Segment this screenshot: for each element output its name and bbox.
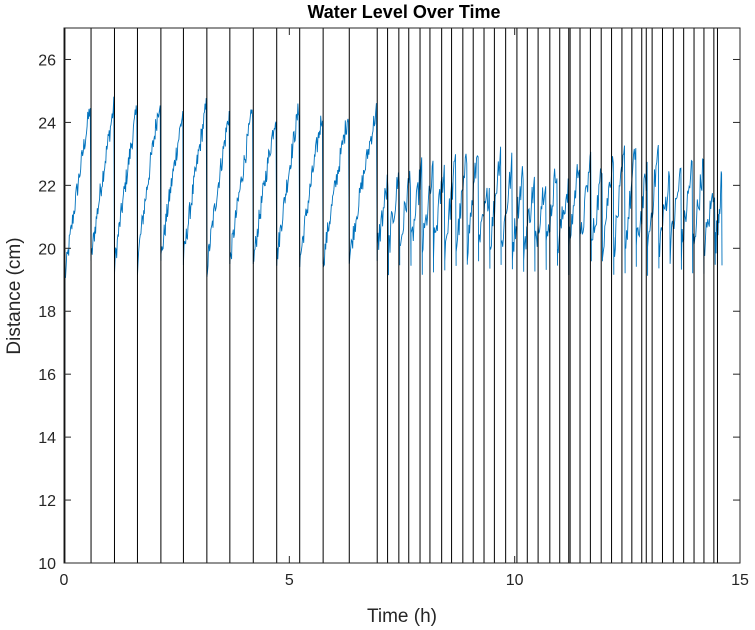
y-tick-label: 20 [38, 241, 56, 258]
x-tick-label: 5 [285, 572, 294, 589]
y-tick-label: 12 [38, 493, 56, 510]
y-tick-label: 24 [38, 115, 56, 132]
y-axis: 10 12 14 16 18 20 22 24 26 [38, 52, 740, 573]
water-level-line [63, 96, 723, 564]
x-axis: 0 5 10 15 [60, 28, 749, 589]
x-tick-label: 15 [731, 572, 749, 589]
y-tick-label: 10 [38, 556, 56, 573]
axes-box [63, 27, 741, 564]
x-axis-title: Time (h) [367, 606, 437, 627]
x-tick-label: 0 [60, 572, 69, 589]
chart-title: Water Level Over Time [307, 2, 500, 22]
y-axis-title: Distance (cm) [4, 237, 25, 354]
plot-area [63, 28, 723, 564]
y-tick-label: 16 [38, 367, 56, 384]
y-tick-label: 22 [38, 178, 56, 195]
y-tick-label: 26 [38, 52, 56, 69]
y-tick-label: 18 [38, 304, 56, 321]
x-tick-label: 10 [506, 572, 524, 589]
y-tick-label: 14 [38, 430, 56, 447]
